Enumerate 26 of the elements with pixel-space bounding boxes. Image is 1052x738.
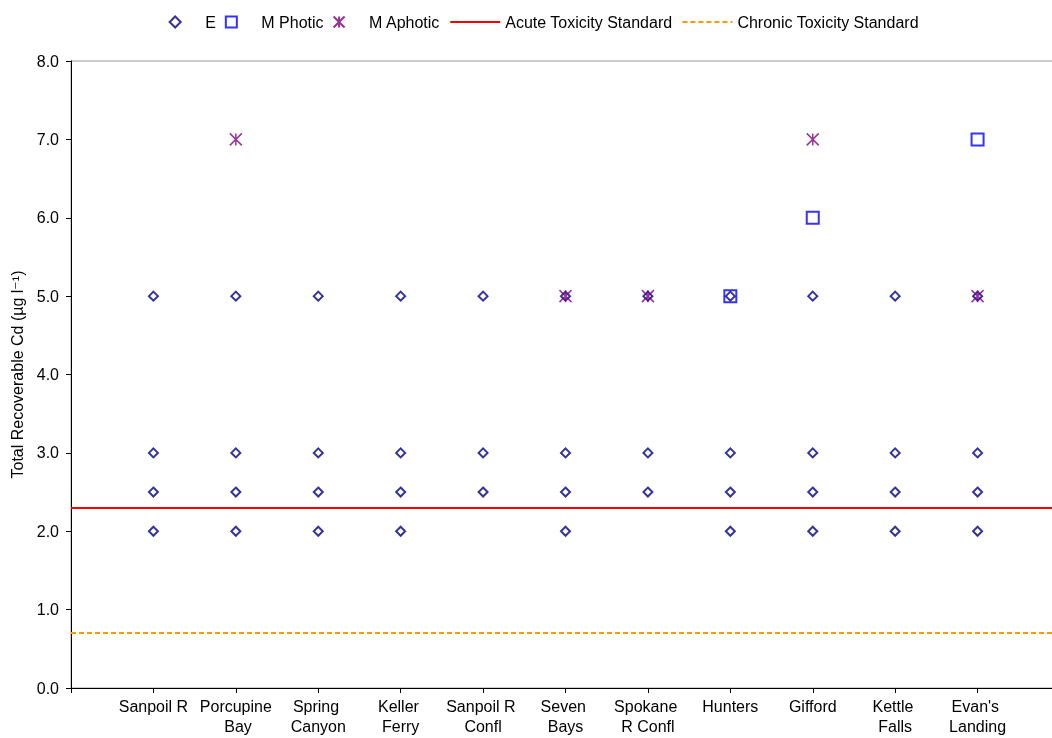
x-tick-label: Kettle Falls: [872, 697, 918, 735]
y-tick-label: 4.0: [36, 366, 60, 383]
x-tick-label: Sanpoil R Confl: [446, 697, 520, 735]
y-tick-label: 2.0: [36, 522, 60, 540]
legend-label: Acute Toxicity Standard: [505, 13, 673, 31]
y-tick-label: 6.0: [36, 209, 60, 227]
x-tick-label: Gifford: [788, 697, 837, 715]
x-tick-label: Porcupine Bay: [199, 697, 272, 735]
y-tick-label: 8.0: [36, 52, 60, 70]
y-tick-label: 3.0: [36, 444, 60, 462]
y-tick-label: 0.0: [36, 679, 60, 697]
x-tick-label: Keller Ferry: [377, 697, 424, 735]
x-tick-label: Hunters: [702, 697, 759, 715]
y-tick-label: 7.0: [36, 130, 60, 148]
legend-label: Chronic Toxicity Standard: [737, 13, 919, 31]
y-tick-label: 1.0: [36, 601, 60, 619]
x-tick-label: Spring Canyon: [290, 697, 346, 735]
y-axis-title: Total Recoverable Cd (µg l⁻¹): [9, 270, 27, 479]
x-tick-label: Spokane R Confl: [614, 697, 682, 735]
x-tick-label: Seven Bays: [540, 697, 591, 735]
legend-label: M Photic: [261, 13, 324, 31]
x-tick-label: Evan's Landing: [949, 697, 1007, 735]
legend-label: E: [205, 13, 216, 31]
x-tick-label: Sanpoil R: [118, 697, 189, 715]
legend-label: M Aphotic: [369, 13, 440, 31]
y-tick-label: 5.0: [36, 287, 60, 305]
